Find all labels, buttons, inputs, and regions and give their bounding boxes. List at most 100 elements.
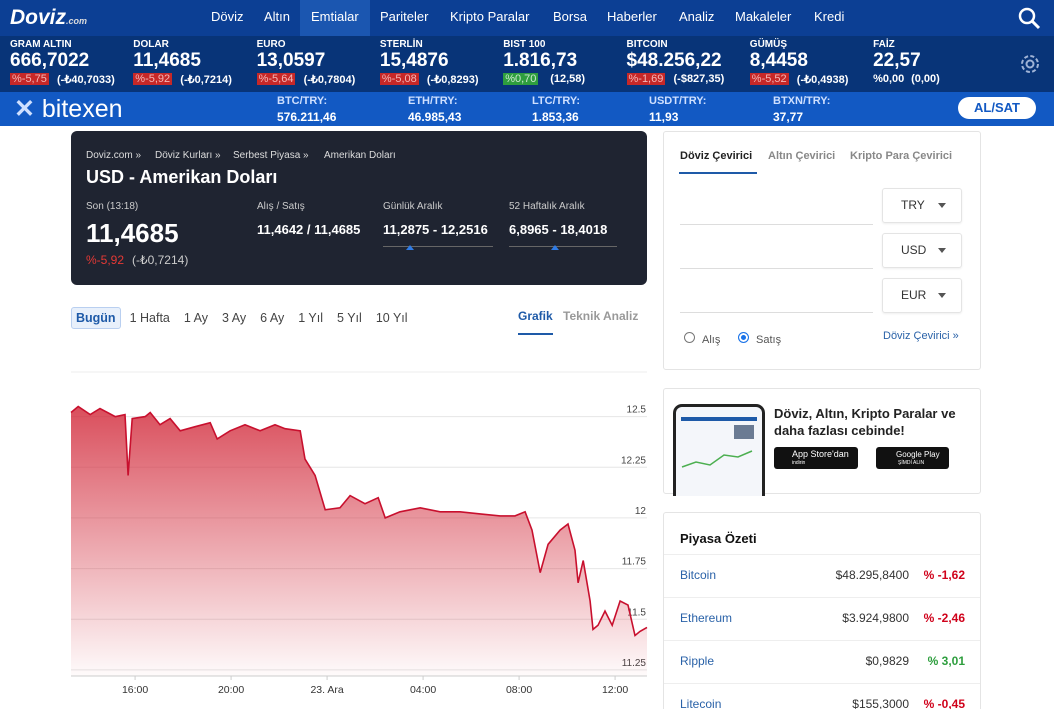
badge-sub: ŞİMDİ ALIN [898, 460, 925, 466]
dropdown-arrow [938, 248, 946, 257]
ticker-change-abs: (0,00) [911, 73, 940, 85]
asset-price: $3.924,9800 [842, 611, 909, 625]
nav-item[interactable]: Kripto Paralar [450, 9, 530, 24]
ticker-value: 8,4458 [749, 50, 808, 71]
currency-select[interactable]: USD [882, 233, 962, 268]
ticker-value: 1.816,73 [503, 50, 578, 71]
input-line[interactable] [680, 224, 873, 225]
asset-name[interactable]: Ripple [680, 654, 715, 668]
asset-price: $0,9829 [865, 654, 909, 668]
converter-panel: Döviz Çevirici » Döviz Çevirici Altın Çev… [663, 131, 981, 370]
breadcrumb[interactable]: Amerikan Doları [324, 150, 396, 161]
asset-name[interactable]: Bitcoin [680, 568, 717, 582]
input-line[interactable] [680, 268, 873, 269]
radio[interactable] [684, 332, 695, 343]
period-selector: Bugün 1 Hafta 1 Ay 3 Ay 6 Ay 1 Yıl 5 Yıl 10 Yıl [71, 307, 413, 329]
promo-text: Döviz, Altın, Kripto Paralar ve daha faz… [774, 406, 956, 438]
nav-item[interactable]: Haberler [607, 9, 657, 24]
converter-tab[interactable]: Altın Çevirici [768, 150, 836, 162]
nav-item[interactable]: Analiz [679, 9, 715, 24]
row-separator [664, 554, 980, 555]
period-button[interactable]: 1 Yıl [298, 311, 324, 325]
currency-title: USD - Amerikan Doları [86, 167, 278, 187]
ticker-change: %-5,52 [749, 73, 789, 85]
logo[interactable]: Doviz.com [10, 6, 87, 30]
currency-select[interactable]: EUR [882, 278, 962, 313]
ticker-value: 22,57 [873, 50, 921, 71]
bitexen-brand: bitexen [41, 95, 123, 123]
breadcrumb[interactable]: Döviz Kurları » [155, 150, 221, 161]
change: %-5,92 [86, 253, 125, 267]
settings-icon[interactable] [1018, 52, 1042, 76]
radio-label: Alış [702, 334, 721, 346]
converter-tab[interactable]: Kripto Para Çevirici [850, 150, 953, 162]
asset-name[interactable]: Litecoin [680, 697, 722, 709]
nav-item[interactable]: Borsa [553, 9, 587, 24]
nav-item[interactable]: Makaleler [735, 9, 792, 24]
ticker-name: EURO [256, 39, 286, 50]
nav-item[interactable]: Döviz [211, 9, 244, 24]
currency-code: TRY [901, 198, 925, 212]
daily-marker [406, 241, 414, 250]
bid-ask-value: 11,4642 / 11,4685 [257, 222, 361, 237]
asset-change: % -2,46 [923, 611, 965, 625]
search-icon[interactable] [1017, 6, 1041, 30]
price-line [70, 405, 648, 637]
phone-screen [681, 417, 757, 468]
breadcrumb[interactable]: Serbest Piyasa » [233, 150, 309, 161]
app-promo: Döviz, Altın, Kripto Paralar ve daha faz… [663, 388, 981, 496]
area [71, 406, 647, 676]
period-button[interactable]: Bugün [71, 307, 121, 329]
x-tick-label: 12:00 [602, 684, 628, 696]
ticker-value: 666,7022 [10, 50, 90, 71]
breadcrumb[interactable]: Doviz.com » [86, 150, 142, 161]
bid-ask-label: Alış / Satış [257, 201, 305, 212]
period-button[interactable]: 5 Yıl [337, 311, 362, 325]
asset-name[interactable]: Ethereum [680, 611, 733, 625]
chart-tab[interactable]: Teknik Analiz [563, 309, 639, 323]
converter-tab[interactable]: Döviz Çevirici [680, 150, 753, 162]
period-button[interactable]: 1 Ay [183, 311, 208, 325]
ticker-value: 11,4685 [133, 50, 201, 71]
pair-label: USDT/TRY: [649, 95, 707, 107]
radio[interactable] [738, 332, 749, 343]
bitexen-logo[interactable]: ✕ bitexen [14, 95, 123, 123]
currency-code: EUR [901, 288, 927, 302]
pair-price: 1.853,36 [532, 110, 579, 124]
ticker-change-abs: (-₺40,7033) [57, 74, 115, 86]
pair-price: 11,93 [649, 110, 679, 124]
period-button[interactable]: 3 Ay [222, 311, 247, 325]
input-line[interactable] [680, 312, 873, 313]
daily-label: Günlük Aralık [383, 201, 443, 212]
nav-item[interactable]: Pariteler [380, 9, 429, 24]
asset-change: % -1,62 [923, 568, 965, 582]
badge-text: App Store'dan [792, 449, 849, 459]
weekly-value: 6,8965 - 18,4018 [509, 222, 608, 237]
al-sat-button[interactable]: AL/SAT [958, 97, 1036, 119]
y-tick-label: 12.25 [621, 455, 646, 466]
pair-label: BTXN/TRY: [773, 95, 831, 107]
nav-item[interactable]: Kredi [814, 9, 845, 24]
asset-price: $48.295,8400 [835, 568, 909, 582]
appstore-badge[interactable]: App Store'dan indirin [774, 447, 858, 469]
weekly-marker [551, 241, 559, 250]
pair-price: 576.211,46 [277, 110, 337, 124]
nav-item[interactable]: Altın [264, 9, 291, 24]
row-separator [664, 597, 980, 598]
converter-link[interactable]: Döviz Çevirici » [883, 330, 959, 342]
radio-label: Satış [756, 334, 782, 346]
ticker-change-abs: (12,58) [550, 73, 586, 85]
currency-select[interactable]: TRY [882, 188, 962, 223]
asset-change: % -0,45 [923, 697, 965, 709]
chart-tab[interactable]: Grafik [518, 309, 553, 335]
googleplay-badge[interactable]: Google Play ŞİMDİ ALIN [876, 447, 949, 469]
period-button[interactable]: 10 Yıl [375, 311, 408, 325]
nav-item[interactable]: Emtialar [300, 0, 370, 36]
ticker-change-abs: (-₺0,8293) [426, 74, 479, 86]
ticker-name: BIST 100 [503, 39, 546, 50]
period-button[interactable]: 6 Ay [260, 311, 285, 325]
ticker-change: %-5,08 [379, 73, 419, 85]
y-tick-label: 12.5 [627, 405, 647, 416]
ticker-change-abs: (-₺0,7214) [180, 74, 232, 86]
period-button[interactable]: 1 Hafta [129, 311, 170, 325]
